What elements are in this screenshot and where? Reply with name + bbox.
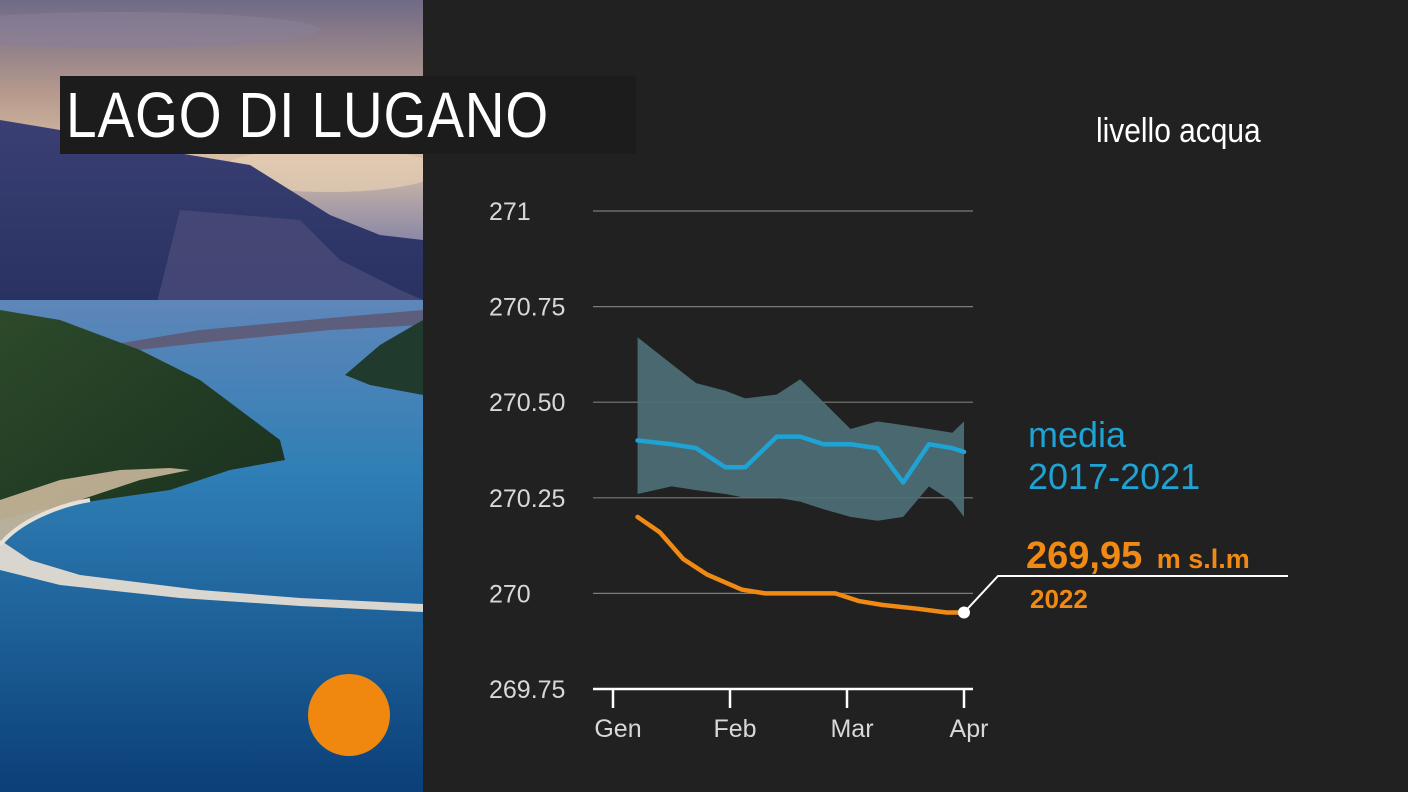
x-tick-label: Feb xyxy=(713,715,756,743)
x-tick-label: Apr xyxy=(950,715,989,743)
series-line-2022 xyxy=(635,514,967,615)
x-axis-labels: Gen Feb Mar Apr xyxy=(594,715,988,743)
legend-media-years: 2017-2021 xyxy=(1028,456,1200,497)
accent-dot xyxy=(308,674,390,756)
current-year-label: 2022 xyxy=(1030,584,1088,614)
current-value-marker xyxy=(958,606,970,619)
y-tick-label: 271 xyxy=(489,198,531,226)
x-tick-label: Gen xyxy=(594,715,641,743)
page-title: LAGO DI LUGANO xyxy=(66,79,550,151)
x-tick-label: Mar xyxy=(830,715,873,743)
title-box: LAGO DI LUGANO xyxy=(60,76,636,154)
legend-media-label: media xyxy=(1028,414,1127,455)
y-tick-label: 270.50 xyxy=(489,389,565,417)
series-line-media xyxy=(635,434,967,485)
y-axis-labels: 271 270.75 270.50 270.25 270 269.75 xyxy=(489,198,565,704)
callout-leader-line xyxy=(963,575,1288,614)
chart-subtitle: livello acqua xyxy=(1096,112,1261,150)
current-value-callout xyxy=(958,575,1288,619)
y-tick-label: 269.75 xyxy=(489,676,565,704)
current-value: 269,95 xyxy=(1026,535,1142,577)
x-axis xyxy=(593,687,973,708)
range-band-area xyxy=(637,337,964,521)
series-lines xyxy=(635,434,967,615)
y-tick-label: 270.75 xyxy=(489,294,565,322)
current-value-label: 269,95 m s.l.m xyxy=(1026,535,1250,577)
y-tick-label: 270 xyxy=(489,580,531,608)
y-tick-label: 270.25 xyxy=(489,485,565,513)
average-range-band xyxy=(637,337,964,521)
current-unit: m s.l.m xyxy=(1157,544,1250,574)
